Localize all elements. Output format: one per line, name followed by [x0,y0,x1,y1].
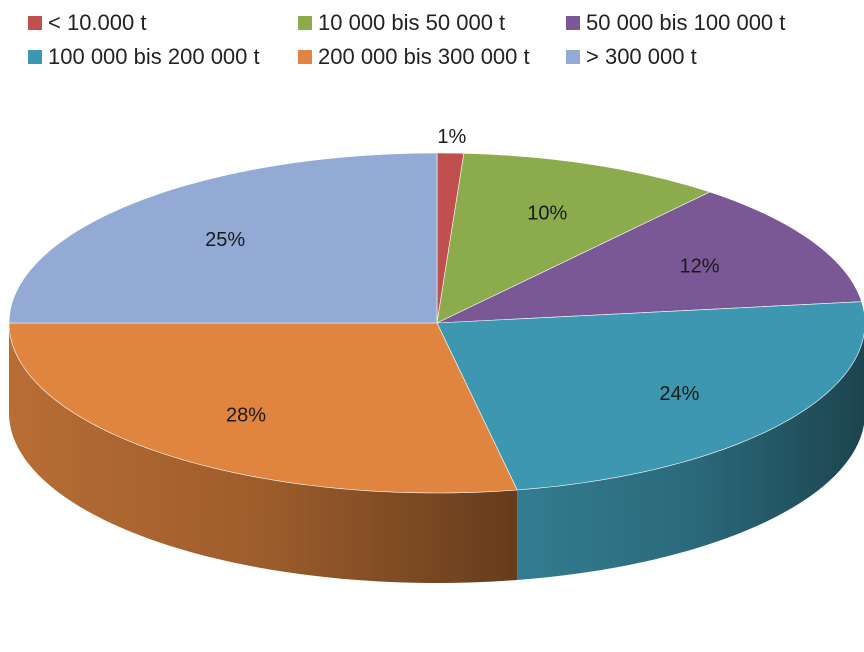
legend-row-2: 100 000 bis 200 000 t 200 000 bis 300 00… [28,40,858,74]
legend-item-200000-300000: 200 000 bis 300 000 t [298,46,566,68]
data-label-50-000-bis-100-000-t: 12% [679,256,719,278]
pie-side-walls [9,323,864,583]
pie-slice-50-000-bis-100-000-t [436,191,863,324]
legend-item-10000-50000: 10 000 bis 50 000 t [298,12,566,34]
legend-swatch-200000-300000 [298,50,312,64]
legend-swatch-gt-300000 [566,50,580,64]
legend-label-50000-100000: 50 000 bis 100 000 t [586,10,786,35]
data-label-10-000-t: 1% [437,126,466,148]
data-label-200-000-bis-300-000-t: 28% [226,405,266,427]
legend-label-100000-200000: 100 000 bis 200 000 t [48,44,260,69]
chart-legend: < 10.000 t 10 000 bis 50 000 t 50 000 bi… [28,6,858,74]
pie-side-200-000-bis-300-000-t [9,323,518,583]
legend-swatch-50000-100000 [566,16,580,30]
legend-label-200000-300000: 200 000 bis 300 000 t [318,44,530,69]
pie-slice-300-000-t [8,152,438,324]
pie-slice-100-000-bis-200-000-t [436,301,864,491]
data-label-100-000-bis-200-000-t: 24% [659,383,699,405]
pie-data-labels: 1% 10% 12% 24% 28% 25% [205,126,720,427]
legend-swatch-100000-200000 [28,50,42,64]
legend-item-lt-10000: < 10.000 t [28,12,298,34]
data-label-300-000-t: 25% [205,229,245,251]
pie-slice-200-000-bis-300-000-t [8,322,518,494]
legend-label-gt-300000: > 300 000 t [586,44,697,69]
legend-label-lt-10000: < 10.000 t [48,10,147,35]
legend-item-100000-200000: 100 000 bis 200 000 t [28,46,298,68]
legend-label-10000-50000: 10 000 bis 50 000 t [318,10,506,35]
legend-item-50000-100000: 50 000 bis 100 000 t [566,12,785,34]
legend-swatch-lt-10000 [28,16,42,30]
legend-row-1: < 10.000 t 10 000 bis 50 000 t 50 000 bi… [28,6,858,40]
pie-top-faces [8,152,864,494]
legend-item-gt-300000: > 300 000 t [566,46,697,68]
pie-slice-10-000-bis-50-000-t [436,153,711,324]
pie-side-100-000-bis-200-000-t [517,334,864,580]
legend-swatch-10000-50000 [298,16,312,30]
data-label-10-000-bis-50-000-t: 10% [527,202,567,224]
